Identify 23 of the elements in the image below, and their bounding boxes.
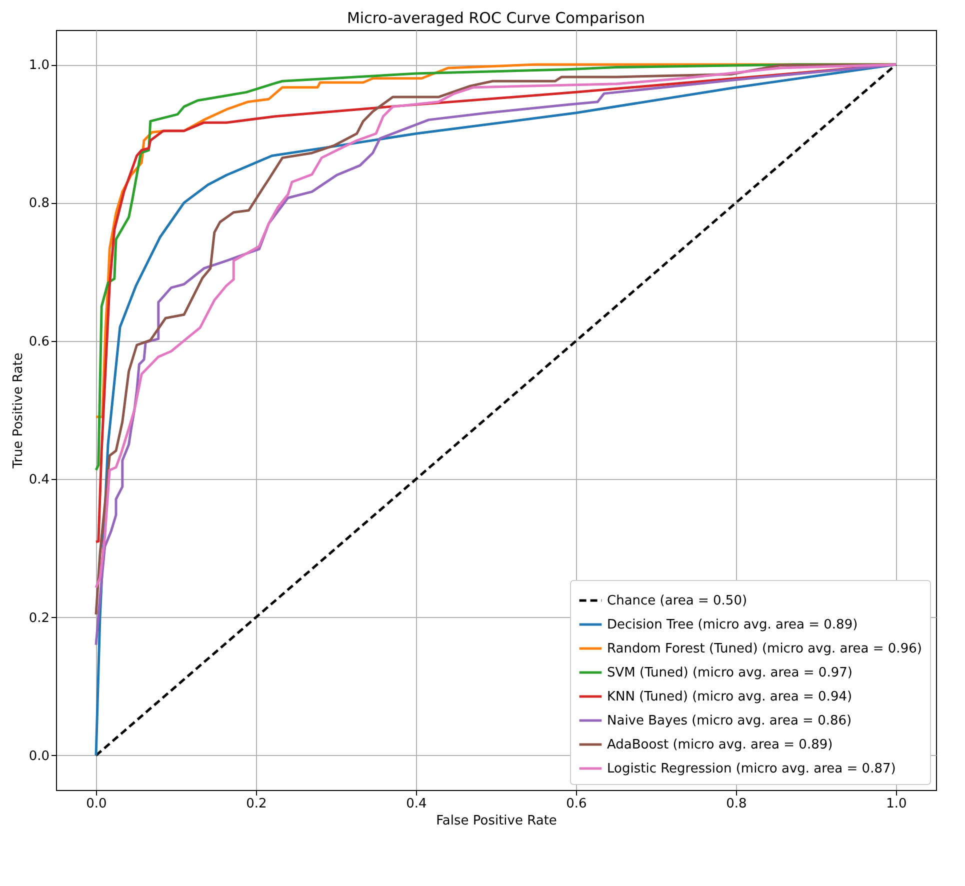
legend-label: Logistic Regression (micro avg. area = 0.87)	[607, 762, 896, 776]
x-tick-label: 1.0	[886, 796, 907, 812]
x-tick-label: 0.4	[406, 796, 427, 812]
legend-label: Decision Tree (micro avg. area = 0.89)	[607, 618, 858, 632]
x-tick-label: 0.0	[86, 796, 107, 812]
legend-label: AdaBoost (micro avg. area = 0.89)	[607, 738, 833, 752]
legend-label: SVM (Tuned) (micro avg. area = 0.97)	[607, 666, 852, 680]
y-tick-label: 0.6	[28, 334, 50, 350]
chart-title: Micro-averaged ROC Curve Comparison	[346, 9, 646, 27]
x-tick-label: 0.2	[246, 796, 267, 812]
legend-label: KNN (Tuned) (micro avg. area = 0.94)	[607, 690, 852, 704]
legend-label: Random Forest (Tuned) (micro avg. area = 0.96)	[607, 642, 922, 656]
y-tick-label: 0.4	[28, 472, 50, 488]
y-tick-label: 0.2	[28, 610, 50, 626]
x-axis-title: False Positive Rate	[436, 814, 557, 828]
x-tick-label: 0.6	[566, 796, 587, 812]
y-axis-title: True Positive Rate	[10, 352, 26, 470]
x-tick-label: 0.8	[726, 796, 747, 812]
legend-label: Naive Bayes (micro avg. area = 0.86)	[607, 714, 852, 728]
legend-label: Chance (area = 0.50)	[607, 594, 748, 608]
y-tick-label: 0.0	[28, 748, 50, 764]
y-tick-label: 1.0	[28, 58, 50, 74]
y-tick-label: 0.8	[28, 196, 50, 212]
